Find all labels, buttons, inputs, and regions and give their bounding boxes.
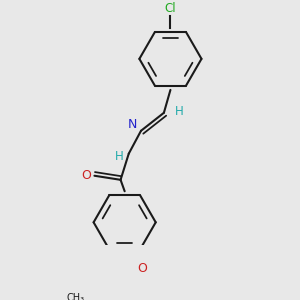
Text: H: H: [175, 105, 184, 118]
Text: O: O: [137, 262, 147, 275]
Text: H: H: [115, 150, 123, 164]
Text: O: O: [81, 169, 91, 182]
Text: Cl: Cl: [165, 2, 176, 15]
Text: CH₃: CH₃: [67, 293, 85, 300]
Text: N: N: [128, 118, 137, 131]
